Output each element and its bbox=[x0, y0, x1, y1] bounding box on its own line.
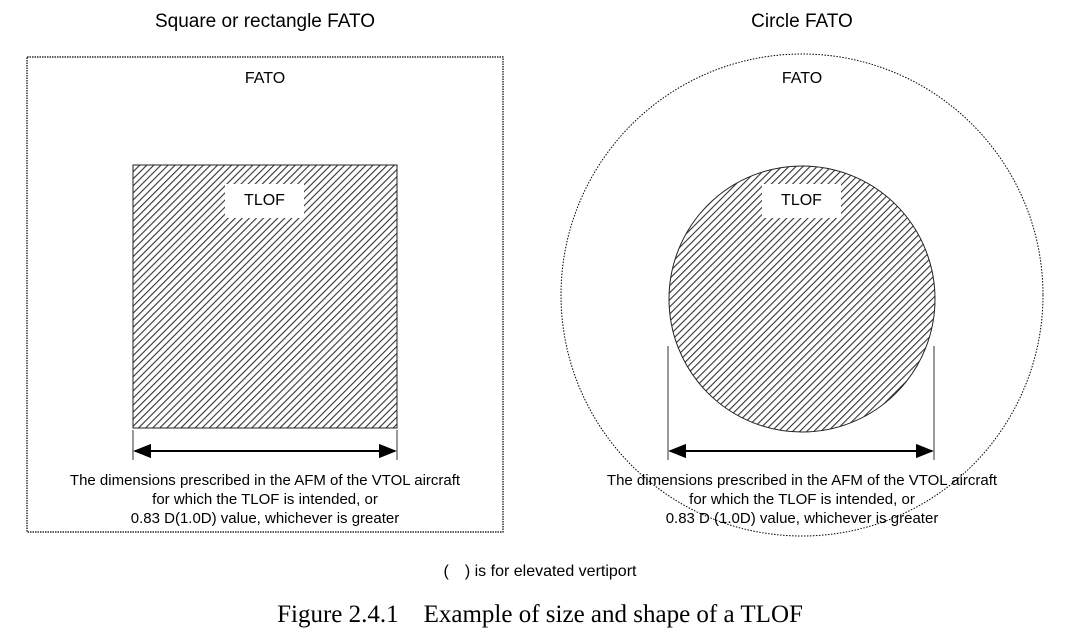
square-fato-boundary bbox=[26, 56, 504, 533]
right-note-line-2: for which the TLOF is intended, or bbox=[689, 491, 915, 508]
right-dimension-note: The dimensions prescribed in the AFM of … bbox=[567, 471, 1037, 528]
left-panel-title: Square or rectangle FATO bbox=[154, 11, 376, 32]
elevated-vertiport-footnote: ( ) is for elevated vertiport bbox=[443, 563, 637, 580]
left-note-line-3: 0.83 D(1.0D) value, whichever is greater bbox=[130, 510, 400, 527]
left-tlof-label: TLOF bbox=[225, 184, 304, 218]
left-dimension-note: The dimensions prescribed in the AFM of … bbox=[30, 471, 500, 528]
left-fato-label: FATO bbox=[244, 70, 286, 87]
right-tlof-label: TLOF bbox=[762, 184, 841, 218]
right-note-line-1: The dimensions prescribed in the AFM of … bbox=[606, 472, 998, 489]
right-note-line-3: 0.83 D (1.0D) value, whichever is greate… bbox=[665, 510, 939, 527]
left-note-line-2: for which the TLOF is intended, or bbox=[152, 491, 378, 508]
circle-fato-boundary bbox=[560, 53, 1044, 537]
circle-tlof-area bbox=[668, 165, 936, 433]
right-panel-title: Circle FATO bbox=[751, 11, 853, 32]
left-note-line-1: The dimensions prescribed in the AFM of … bbox=[69, 472, 461, 489]
figure-caption: Figure 2.4.1 Example of size and shape o… bbox=[277, 601, 803, 628]
right-fato-label: FATO bbox=[781, 70, 823, 87]
